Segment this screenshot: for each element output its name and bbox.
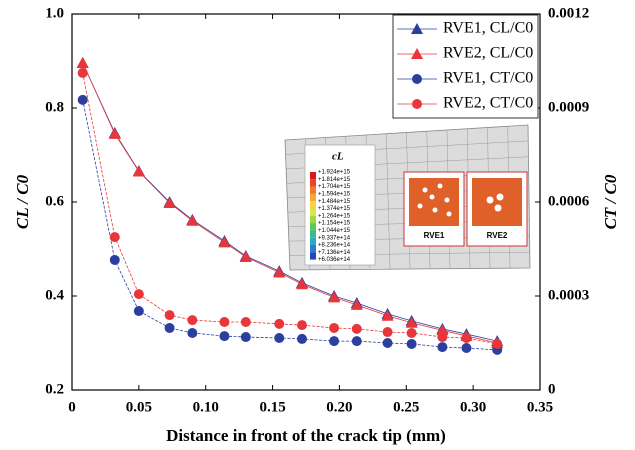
y2-tick-label: 0.0006	[548, 193, 590, 209]
colorbar-swatch	[310, 172, 316, 179]
data-point	[78, 95, 88, 105]
data-point	[219, 331, 229, 341]
y-tick-label: 1.0	[45, 5, 64, 21]
colorbar-swatch	[310, 209, 316, 216]
colorbar-label: +1.484e+15	[318, 199, 351, 205]
x-tick-label: 0.35	[527, 399, 553, 415]
data-point	[329, 323, 339, 333]
data-point	[78, 68, 88, 78]
x-tick-label: 0.20	[326, 399, 352, 415]
panel-label: RVE1	[424, 231, 445, 240]
data-point	[165, 323, 175, 333]
legend-label: RVE2, CL/C0	[443, 45, 533, 62]
colorbar-swatch	[310, 187, 316, 194]
colorbar-label: +8.236e+14	[318, 243, 351, 249]
data-point	[437, 332, 447, 342]
data-point	[110, 232, 120, 242]
data-point	[352, 324, 362, 334]
colorbar-swatch	[310, 238, 316, 245]
colorbar-label: +1.264e+15	[318, 213, 351, 219]
colorbar-swatch	[310, 230, 316, 237]
data-point	[187, 315, 197, 325]
colorbar-label: +6.036e+14	[318, 257, 351, 263]
colorbar-label: +1.044e+15	[318, 228, 351, 234]
data-point	[461, 333, 471, 343]
panel-label: RVE2	[487, 231, 508, 240]
legend-label: RVE1, CL/C0	[443, 20, 533, 37]
data-point	[274, 319, 284, 329]
data-point	[352, 336, 362, 346]
colorbar-label: +7.136e+14	[318, 250, 351, 256]
y2-tick-label: 0.0009	[548, 99, 589, 115]
x-tick-label: 0.25	[393, 399, 419, 415]
y2-tick-label: 0.0003	[548, 287, 589, 303]
y2-axis-label: CT / C0	[601, 174, 620, 229]
data-point	[437, 342, 447, 352]
data-point	[329, 336, 339, 346]
colorbar-label: +1.154e+15	[318, 221, 351, 227]
data-point	[187, 328, 197, 338]
data-point	[383, 338, 393, 348]
y-tick-label: 0.4	[45, 287, 64, 303]
rve1-image	[409, 178, 459, 226]
data-point	[241, 317, 251, 327]
legend-label: RVE1, CT/C0	[443, 70, 533, 87]
data-point	[274, 333, 284, 343]
colorbar-swatch	[310, 252, 316, 259]
y-axis-label: CL / C0	[13, 174, 32, 229]
x-tick-label: 0.05	[126, 399, 152, 415]
data-point	[297, 334, 307, 344]
legend-marker	[412, 99, 422, 109]
data-point	[134, 289, 144, 299]
data-point	[407, 328, 417, 338]
data-point	[165, 310, 175, 320]
x-tick-label: 0.30	[460, 399, 486, 415]
data-point	[492, 339, 502, 349]
data-point	[383, 327, 393, 337]
colorbar-label: +1.374e+15	[318, 206, 351, 212]
inset: cL RVE1 RVE2 +1.924e+15+1.814e+15+1.704e…	[285, 125, 530, 270]
data-point	[297, 320, 307, 330]
y2-tick-label: 0	[548, 381, 556, 397]
colorbar-swatch	[310, 223, 316, 230]
x-tick-label: 0.10	[193, 399, 219, 415]
rve2-image	[472, 178, 522, 226]
legend-label: RVE2, CT/C0	[443, 95, 533, 112]
data-point	[407, 339, 417, 349]
x-axis-label: Distance in front of the crack tip (mm)	[166, 426, 446, 445]
data-point	[134, 306, 144, 316]
inset-title: cL	[332, 151, 344, 163]
colorbar-label: +1.594e+15	[318, 191, 351, 197]
colorbar-swatch	[310, 201, 316, 208]
data-point	[219, 317, 229, 327]
colorbar-label: +1.704e+15	[318, 184, 351, 190]
legend-marker	[412, 74, 422, 84]
colorbar-label: +1.814e+15	[318, 177, 351, 183]
y-tick-label: 0.2	[45, 381, 64, 397]
colorbar-swatch	[310, 194, 316, 201]
y-tick-label: 0.8	[45, 99, 64, 115]
colorbar-swatch	[310, 179, 316, 186]
colorbar-swatch	[310, 245, 316, 252]
colorbar-label: +1.924e+15	[318, 170, 351, 176]
x-tick-label: 0	[68, 399, 76, 415]
chart: Distance in front of the crack tip (mm) …	[0, 0, 635, 450]
data-point	[241, 332, 251, 342]
y-tick-label: 0.6	[45, 193, 64, 209]
data-point	[110, 255, 120, 265]
colorbar-swatch	[310, 216, 316, 223]
y2-tick-label: 0.0012	[548, 5, 589, 21]
x-tick-label: 0.15	[259, 399, 285, 415]
colorbar-label: +9.337e+14	[318, 235, 351, 241]
data-point	[461, 343, 471, 353]
